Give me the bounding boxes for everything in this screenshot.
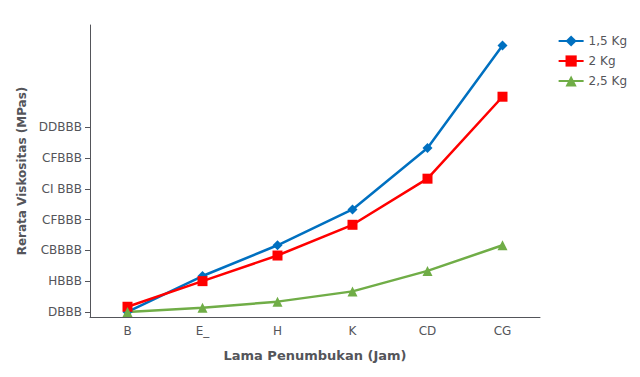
svg-text:CI BBB: CI BBB	[42, 182, 82, 196]
svg-text:DDBBB: DDBBB	[39, 120, 82, 134]
svg-text:2,5 Kg: 2,5 Kg	[589, 74, 627, 88]
svg-text:CD: CD	[419, 324, 437, 338]
svg-text:H: H	[273, 324, 282, 338]
svg-text:Rerata Viskositas (MPas): Rerata Viskositas (MPas)	[15, 87, 29, 256]
svg-text:E_: E_	[196, 324, 211, 338]
svg-text:CG: CG	[494, 324, 512, 338]
svg-text:B: B	[123, 324, 131, 338]
svg-text:2 Kg: 2 Kg	[589, 54, 616, 68]
svg-text:K: K	[349, 324, 358, 338]
svg-text:1,5 Kg: 1,5 Kg	[589, 34, 627, 48]
svg-text:CFBBB: CFBBB	[42, 151, 82, 165]
svg-text:HBBB: HBBB	[48, 274, 82, 288]
svg-text:Lama Penumbukan (Jam): Lama Penumbukan (Jam)	[223, 348, 406, 363]
svg-text:CFBBB: CFBBB	[42, 213, 82, 227]
svg-text:DBBB: DBBB	[48, 305, 82, 319]
svg-text:CBBBB: CBBBB	[41, 243, 82, 257]
